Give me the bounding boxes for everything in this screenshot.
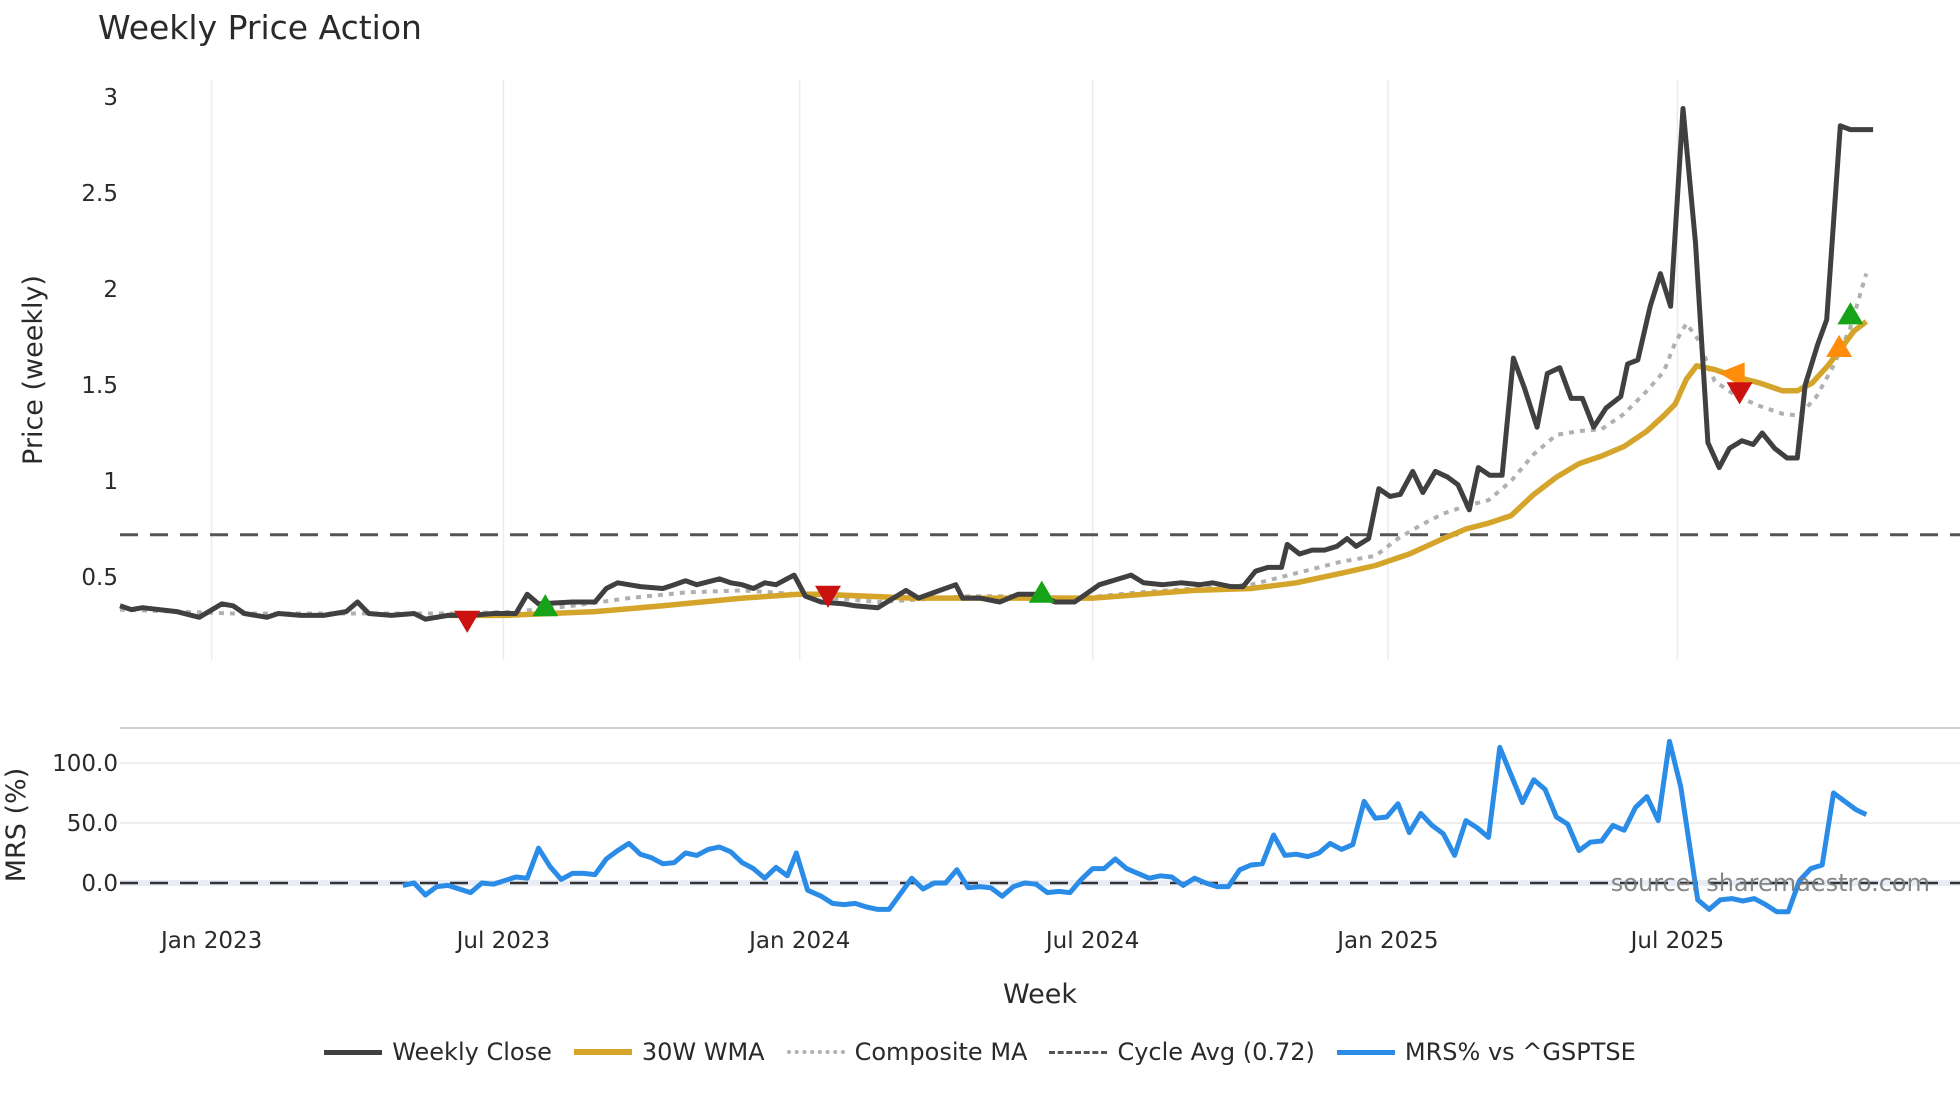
gridlines [120, 80, 1960, 824]
legend-label: 30W WMA [641, 1038, 765, 1066]
solid-line-icon [324, 1049, 383, 1055]
y-tick-label: 3 [103, 85, 118, 111]
y-tick-label: 100.0 [52, 751, 118, 777]
buy-signal-marker-icon [1837, 302, 1864, 325]
y-tick-label: 1 [103, 469, 118, 495]
legend-item-30w-wma[interactable]: 30W WMA [573, 1038, 765, 1066]
mrs-panel [120, 738, 1960, 915]
y-tick-label: 0.5 [81, 565, 118, 591]
x-tick-label: Jul 2025 [1629, 928, 1725, 954]
legend: Weekly Close 30W WMA Composite MA Cycle … [0, 1038, 1960, 1066]
solid-line-icon [1336, 1049, 1395, 1055]
x-axis-label: Week [1003, 979, 1077, 1010]
mrs-line [402, 738, 1868, 915]
y-tick-label: 0.0 [81, 871, 118, 897]
legend-item-composite-ma[interactable]: Composite MA [786, 1038, 1028, 1066]
x-tick-label: Jul 2023 [455, 928, 551, 954]
axes: Jan 2023 Jul 2023 Jan 2024 Jul 2024 Jan 2025… [1, 85, 1724, 1010]
legend-item-weekly-close[interactable]: Weekly Close [324, 1038, 552, 1066]
x-tick-label: Jan 2024 [747, 928, 850, 954]
buy-signal-marker-icon [532, 594, 559, 617]
legend-item-cycle-avg[interactable]: Cycle Avg (0.72) [1049, 1038, 1315, 1066]
dashed-line-icon [1049, 1050, 1108, 1054]
weekly-close-line [119, 106, 1874, 622]
legend-label: MRS% vs ^GSPTSE [1404, 1038, 1636, 1066]
x-tick-label: Jul 2024 [1044, 928, 1140, 954]
legend-item-mrs[interactable]: MRS% vs ^GSPTSE [1336, 1038, 1636, 1066]
y-tick-label: 2 [103, 277, 118, 303]
dotted-line-icon [786, 1050, 845, 1054]
30w-wma-line [448, 319, 1868, 619]
source-watermark: source: sharemaestro.com [1611, 869, 1930, 897]
buy-signal-marker-icon [1028, 580, 1055, 603]
sell-signal-marker-icon [454, 610, 481, 633]
legend-label: Composite MA [854, 1038, 1028, 1066]
sell-signal-marker-icon [815, 585, 842, 608]
warn-signal-marker-icon [1826, 334, 1853, 357]
price-panel [119, 106, 1960, 633]
mrs-axis-label: MRS (%) [1, 768, 32, 883]
legend-label: Weekly Close [392, 1038, 552, 1066]
legend-label: Cycle Avg (0.72) [1117, 1038, 1315, 1066]
solid-line-icon [573, 1049, 632, 1055]
composite-ma-line [119, 273, 1869, 616]
y-axis-label: Price (weekly) [18, 275, 49, 465]
chart-title: Weekly Price Action [98, 8, 422, 47]
sell-signal-marker-icon [1726, 382, 1753, 405]
x-tick-label: Jan 2025 [1335, 928, 1438, 954]
x-tick-label: Jan 2023 [159, 928, 262, 954]
y-tick-label: 50.0 [67, 811, 118, 837]
y-tick-label: 1.5 [81, 373, 118, 399]
warn-signal-marker-icon [1718, 362, 1745, 389]
y-tick-label: 2.5 [81, 181, 118, 207]
